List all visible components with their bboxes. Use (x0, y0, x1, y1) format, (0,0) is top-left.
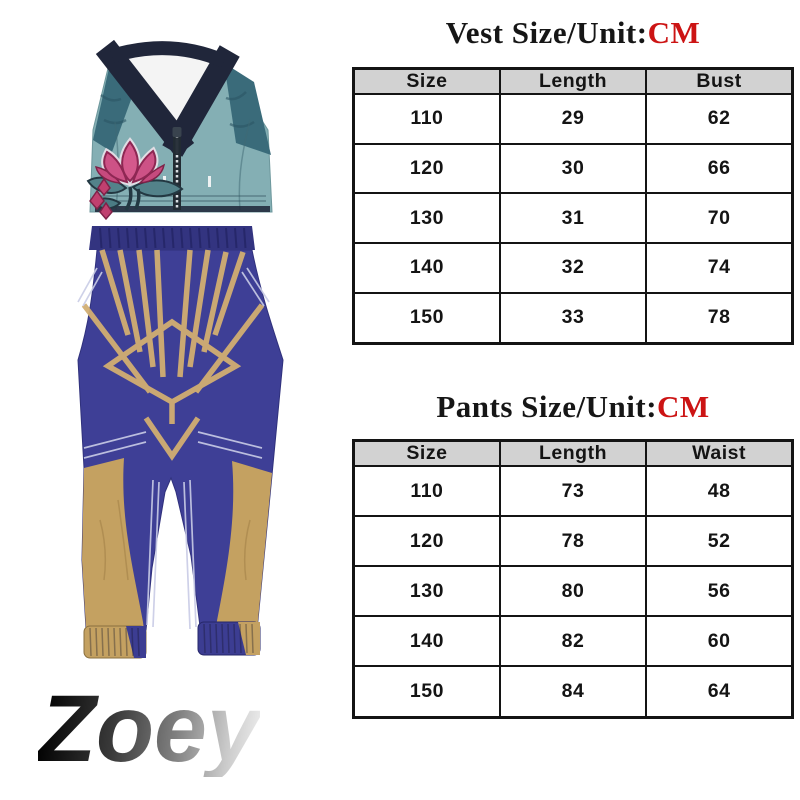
table-cell: 31 (498, 192, 648, 245)
vest-collar (95, 39, 240, 158)
table-cell: 64 (645, 665, 794, 719)
table-row: 120 30 66 (352, 142, 794, 195)
pants-header-row: Size Length Waist (352, 439, 794, 467)
pants-col-size: Size (352, 439, 501, 467)
zipper (172, 127, 182, 210)
table-cell: 56 (645, 565, 794, 618)
tan-leg-panels (82, 458, 272, 634)
pants-size-table: Size Length Waist 110 73 48 120 78 52 13… (352, 439, 794, 719)
table-cell: 62 (645, 93, 794, 145)
table-cell: 140 (352, 615, 501, 668)
vest-size-unit: CM (647, 15, 701, 50)
table-cell: 150 (352, 291, 501, 345)
table-row: 110 73 48 (352, 464, 794, 518)
table-cell: 73 (498, 464, 648, 518)
table-row: 150 84 64 (352, 665, 794, 719)
pants-size-title-text: Pants Size/Unit: (436, 389, 658, 424)
table-cell: 84 (498, 665, 648, 719)
table-row: 110 29 62 (352, 93, 794, 145)
table-cell: 80 (498, 565, 648, 618)
table-cell: 66 (645, 142, 794, 195)
gold-trim-lines (81, 249, 265, 461)
pants-col-waist: Waist (645, 439, 794, 467)
ankle-cuffs (83, 621, 261, 659)
table-cell: 120 (352, 515, 501, 568)
pants-waistband (89, 226, 255, 250)
pinstripes (77, 267, 270, 630)
product-photo (77, 39, 284, 659)
table-cell: 48 (645, 464, 794, 518)
vest-col-length: Length (498, 67, 648, 95)
table-cell: 130 (352, 192, 501, 245)
table-cell: 78 (498, 515, 648, 568)
table-cell: 82 (498, 615, 648, 668)
vest-col-size: Size (352, 67, 501, 95)
table-row: 140 32 74 (352, 242, 794, 294)
table-cell: 32 (498, 242, 648, 294)
table-cell: 110 (352, 464, 501, 518)
table-cell: 29 (498, 93, 648, 145)
table-row: 140 82 60 (352, 615, 794, 668)
pants-col-length: Length (498, 439, 648, 467)
vest-size-table: Size Length Bust 110 29 62 120 30 66 130… (352, 67, 794, 345)
table-cell: 52 (645, 515, 794, 568)
table-cell: 150 (352, 665, 501, 719)
table-cell: 33 (498, 291, 648, 345)
table-cell: 30 (498, 142, 648, 195)
vest-illustration (86, 39, 273, 221)
table-cell: 78 (645, 291, 794, 345)
pants-size-title: Pants Size/Unit:CM (352, 386, 794, 428)
vest-col-bust: Bust (645, 67, 794, 95)
table-cell: 110 (352, 93, 501, 145)
vest-size-title: Vest Size/Unit:CM (352, 12, 794, 54)
lotus-print (86, 137, 184, 221)
vest-size-title-text: Vest Size/Unit: (445, 15, 648, 50)
table-cell: 130 (352, 565, 501, 618)
table-row: 130 31 70 (352, 192, 794, 245)
table-cell: 60 (645, 615, 794, 668)
pants-size-unit: CM (657, 389, 710, 424)
table-cell: 74 (645, 242, 794, 294)
vest-header-row: Size Length Bust (352, 67, 794, 95)
table-row: 130 80 56 (352, 565, 794, 618)
table-cell: 70 (645, 192, 794, 245)
table-row: 120 78 52 (352, 515, 794, 568)
pants-illustration (77, 226, 284, 659)
table-cell: 120 (352, 142, 501, 195)
table-cell: 140 (352, 242, 501, 294)
table-row: 150 33 78 (352, 291, 794, 345)
brand-logo: Zoey (38, 676, 260, 782)
